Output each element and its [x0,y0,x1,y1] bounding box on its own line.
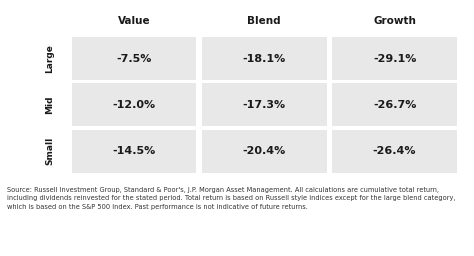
FancyBboxPatch shape [332,130,457,173]
FancyBboxPatch shape [72,37,196,80]
Text: -17.3%: -17.3% [243,100,286,110]
Text: -7.5%: -7.5% [116,54,152,64]
Text: -26.7%: -26.7% [373,100,416,110]
Text: -18.1%: -18.1% [243,54,286,64]
Text: Source: Russell Investment Group, Standard & Poor's, J.P. Morgan Asset Managemen: Source: Russell Investment Group, Standa… [7,187,456,210]
FancyBboxPatch shape [202,37,327,80]
Text: -29.1%: -29.1% [373,54,416,64]
Text: Small: Small [46,137,54,165]
Text: -14.5%: -14.5% [112,146,155,156]
Text: -20.4%: -20.4% [243,146,286,156]
Text: Growth: Growth [373,16,416,26]
Text: -12.0%: -12.0% [112,100,155,110]
FancyBboxPatch shape [202,83,327,126]
Text: Mid: Mid [46,96,54,114]
Text: -26.4%: -26.4% [373,146,416,156]
Text: Large: Large [46,45,54,73]
FancyBboxPatch shape [202,130,327,173]
FancyBboxPatch shape [72,83,196,126]
Text: Value: Value [118,16,150,26]
Text: Blend: Blend [247,16,281,26]
FancyBboxPatch shape [332,83,457,126]
FancyBboxPatch shape [72,130,196,173]
FancyBboxPatch shape [332,37,457,80]
